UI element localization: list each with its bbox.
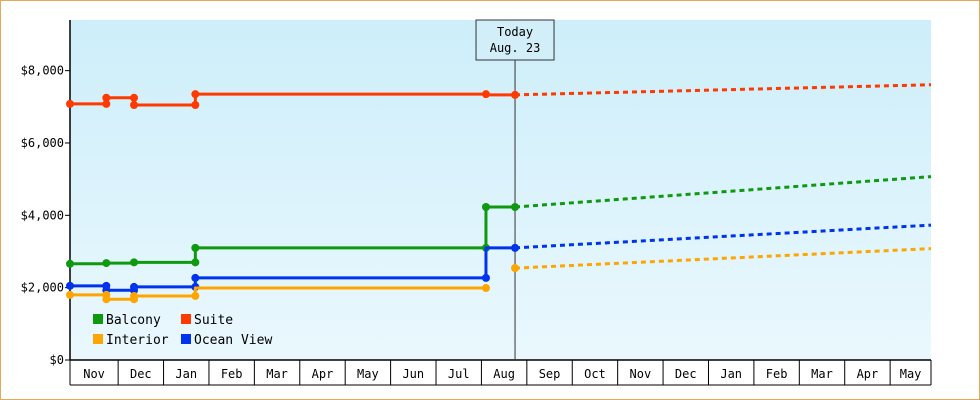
y-tick-label: $4,000 <box>21 208 64 222</box>
y-axis: $0 $2,000 $4,000 $6,000 $8,000 <box>21 20 71 367</box>
forecast-line-suite <box>514 83 932 97</box>
series-group <box>66 83 932 304</box>
x-tick-label: Apr <box>312 367 334 381</box>
forecast-line-ocean-view <box>514 223 932 250</box>
data-point-interior <box>191 291 200 300</box>
legend-swatch-balcony <box>93 314 103 324</box>
x-tick-label: May <box>357 367 379 381</box>
data-point-suite <box>191 90 200 99</box>
data-point-balcony <box>481 203 490 211</box>
series-suite <box>66 83 932 109</box>
data-point-interior <box>66 290 74 299</box>
x-tick-label: Feb <box>766 367 788 381</box>
y-tick-label: $6,000 <box>21 136 64 150</box>
data-point-balcony <box>102 259 111 268</box>
forecast-line-balcony <box>514 175 932 209</box>
legend-swatch-interior <box>93 334 103 344</box>
data-point-ocean-view <box>130 282 139 291</box>
legend-swatch-ocean-view <box>181 334 191 344</box>
data-point-interior <box>511 264 520 273</box>
data-point-ocean-view <box>66 281 74 290</box>
series-interior <box>66 247 932 304</box>
x-tick-label: Dec <box>675 367 697 381</box>
data-point-suite <box>102 93 111 102</box>
data-point-suite <box>130 101 139 109</box>
x-tick-label: Apr <box>857 367 879 381</box>
data-point-suite <box>102 99 111 108</box>
x-tick-label: Mar <box>266 367 288 381</box>
x-tick-label: Dec <box>130 367 152 381</box>
today-box <box>475 19 555 61</box>
x-axis: Nov Dec Jan Feb Mar Apr May Jun Jul Aug Sep Oct Nov D… <box>69 359 932 386</box>
legend-label-ocean-view: Ocean View <box>194 333 272 348</box>
data-point-balcony <box>511 203 520 211</box>
data-point-interior <box>481 284 490 293</box>
data-point-balcony <box>191 258 200 267</box>
y-tick-label: $0 <box>50 353 64 367</box>
today-date: Aug. 23 <box>490 41 541 55</box>
data-point-suite <box>511 90 520 99</box>
data-point-ocean-view <box>481 273 490 282</box>
legend-label-balcony: Balcony <box>106 313 161 328</box>
x-tick-label: Jan <box>720 367 742 381</box>
x-tick-label: Oct <box>584 367 606 381</box>
data-point-balcony <box>66 259 74 268</box>
data-point-suite <box>130 93 139 102</box>
x-tick-label: Aug <box>493 367 515 381</box>
x-tick-label: Jul <box>448 367 470 381</box>
series-balcony <box>66 175 932 268</box>
today-marker: Today Aug. 23 <box>475 19 555 360</box>
data-point-ocean-view <box>191 273 200 282</box>
legend: Balcony Suite Interior Ocean View <box>93 313 272 348</box>
x-tick-label: Jun <box>402 367 424 381</box>
data-point-suite <box>191 101 200 109</box>
legend-swatch-suite <box>181 314 191 324</box>
plot-area <box>70 20 931 360</box>
data-point-suite <box>481 90 490 99</box>
data-point-balcony <box>130 258 139 267</box>
data-point-balcony <box>191 243 200 252</box>
data-point-interior <box>130 291 139 300</box>
x-tick-label: May <box>900 367 922 381</box>
x-tick-label: Jan <box>175 367 197 381</box>
forecast-line-interior <box>514 247 932 270</box>
today-label: Today <box>497 25 533 39</box>
y-tick-label: $8,000 <box>21 64 64 78</box>
x-tick-label: Feb <box>221 367 243 381</box>
data-point-interior <box>102 295 111 304</box>
data-point-ocean-view <box>511 243 520 252</box>
data-point-suite <box>66 99 74 108</box>
x-tick-label: Mar <box>811 367 833 381</box>
x-tick-label: Sep <box>539 367 561 381</box>
legend-label-suite: Suite <box>194 313 233 328</box>
legend-label-interior: Interior <box>106 333 169 348</box>
x-tick-label: Nov <box>83 367 105 381</box>
y-tick-label: $2,000 <box>21 281 64 295</box>
x-tick-label: Nov <box>630 367 652 381</box>
